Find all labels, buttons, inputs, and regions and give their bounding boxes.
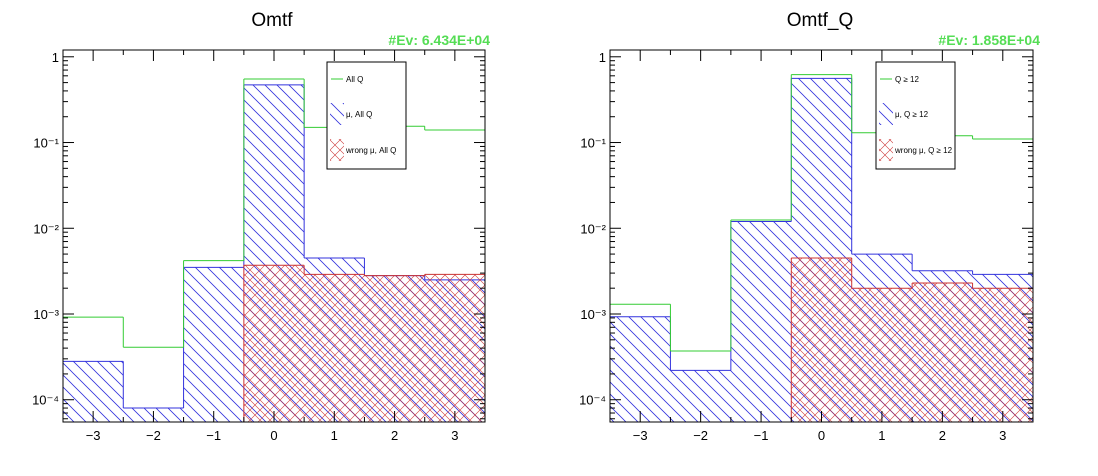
chart-panel-1: Omtf #Ev: 6.434E+04 −3 −2 −1 0 1 2 3 1 10⁻¹ 10⁻² 10⁻… <box>32 10 490 443</box>
x-tick-label: −3 <box>86 428 101 443</box>
x-tick-label: −3 <box>633 428 648 443</box>
x-tick-label: −2 <box>146 428 161 443</box>
chart-title: Omtf <box>251 10 293 31</box>
series-area-wrong <box>610 257 1033 422</box>
legend-swatch <box>330 139 344 161</box>
y-tick-label: 10⁻⁴ <box>32 393 59 408</box>
legend-label: wrong μ, All Q <box>345 146 396 155</box>
legend-label: μ, Q ≥ 12 <box>895 110 929 119</box>
x-tick-label: −1 <box>206 428 221 443</box>
legend-label: Q ≥ 12 <box>895 75 920 84</box>
event-count-label: #Ev: 1.858E+04 <box>938 32 1040 48</box>
event-count-label: #Ev: 6.434E+04 <box>388 32 490 48</box>
legend: Q ≥ 12 μ, Q ≥ 12 wrong μ, Q ≥ 12 <box>875 61 956 170</box>
legend-swatch <box>879 139 893 161</box>
chart-title: Omtf_Q <box>787 10 854 31</box>
x-tick-label: 3 <box>451 428 458 443</box>
y-tick-label: 10⁻² <box>580 221 606 236</box>
y-tick-label: 10⁻⁴ <box>579 393 606 408</box>
x-tick-label: 1 <box>878 428 885 443</box>
x-tick-label: 0 <box>818 428 825 443</box>
legend-swatch <box>879 103 893 125</box>
chart-panel-2: Omtf_Q #Ev: 1.858E+04 −3 −2 −1 0 1 2 3 1 10⁻¹ 10⁻² 1… <box>579 10 1040 443</box>
y-tick-label: 10⁻² <box>33 221 59 236</box>
x-tick-label: −1 <box>754 428 769 443</box>
x-tick-label: 3 <box>999 428 1006 443</box>
y-tick-label: 10⁻³ <box>33 307 59 322</box>
plot-area <box>610 74 1033 422</box>
y-tick-label: 10⁻³ <box>580 307 606 322</box>
legend-label: All Q <box>346 75 363 84</box>
legend-label: wrong μ, Q ≥ 12 <box>894 146 953 155</box>
legend-swatch <box>330 103 344 125</box>
x-tick-label: 2 <box>939 428 946 443</box>
x-tick-label: 1 <box>331 428 338 443</box>
y-tick-label: 1 <box>52 50 59 65</box>
plot-area <box>63 78 485 422</box>
y-tick-label: 10⁻¹ <box>580 136 606 151</box>
legend: All Q μ, All Q wrong μ, All Q <box>326 61 407 170</box>
series-area-wrong <box>63 265 485 422</box>
x-tick-label: −2 <box>693 428 708 443</box>
x-tick-label: 2 <box>391 428 398 443</box>
legend-label: μ, All Q <box>346 110 372 119</box>
y-tick-label: 1 <box>599 50 606 65</box>
x-tick-label: 0 <box>270 428 277 443</box>
y-tick-label: 10⁻¹ <box>33 136 59 151</box>
